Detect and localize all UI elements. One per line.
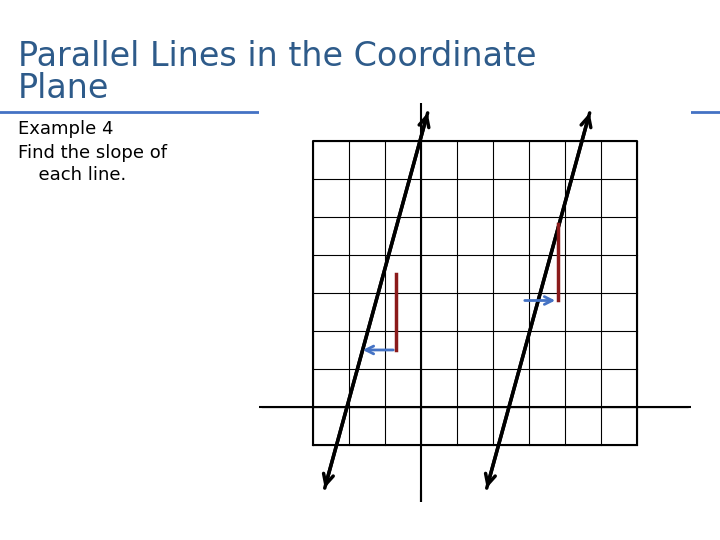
Text: Example 4: Example 4	[18, 120, 114, 138]
Text: each line.: each line.	[27, 166, 126, 184]
Text: Parallel Lines in the Coordinate: Parallel Lines in the Coordinate	[18, 40, 536, 73]
Text: Find the slope of: Find the slope of	[18, 144, 167, 162]
Text: Plane: Plane	[18, 72, 109, 105]
